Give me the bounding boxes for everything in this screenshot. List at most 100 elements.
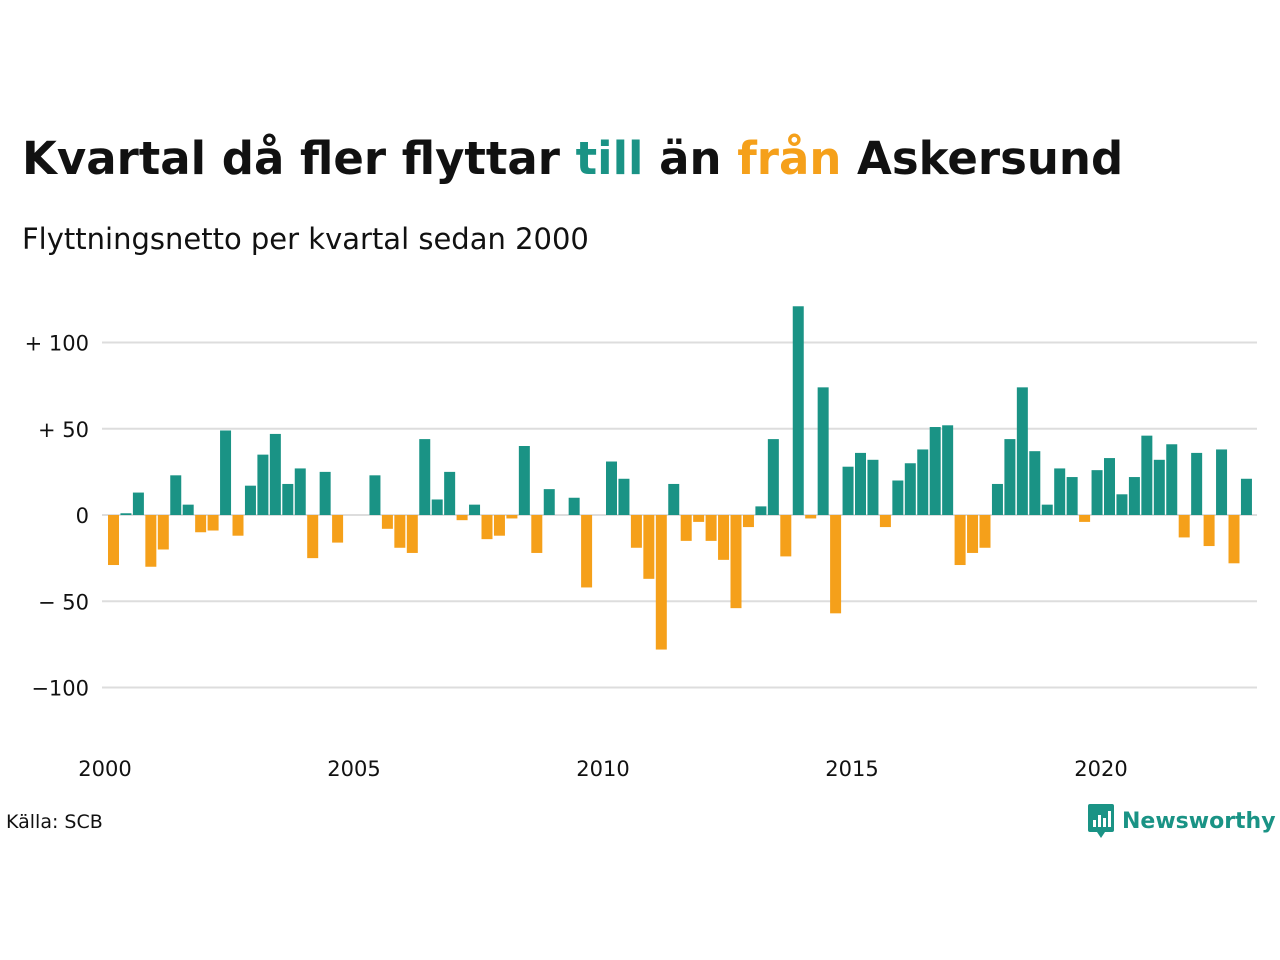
bar — [170, 475, 182, 515]
bar — [1228, 515, 1240, 564]
bar — [431, 499, 443, 516]
chart-title: Kvartal då fler flyttar till än från Ask… — [22, 132, 1123, 185]
bar — [282, 483, 294, 515]
bar — [1016, 387, 1028, 515]
bar — [1004, 439, 1016, 515]
bar — [855, 452, 866, 515]
bar — [394, 515, 406, 548]
bar — [979, 515, 991, 548]
bar — [1153, 459, 1165, 515]
bar — [120, 513, 132, 515]
bar — [842, 466, 854, 515]
bar — [929, 427, 941, 515]
bar — [543, 489, 555, 516]
bar — [518, 446, 530, 515]
bar — [1216, 449, 1228, 515]
bar — [232, 515, 244, 536]
bar — [1203, 515, 1215, 547]
brand-name: Newsworthy — [1122, 808, 1276, 834]
y-tick-label: + 50 — [38, 418, 89, 442]
bar — [1141, 435, 1153, 515]
bar — [1029, 451, 1041, 516]
bar — [493, 515, 505, 536]
bar — [419, 439, 431, 515]
newsworthy-logo-icon — [1088, 804, 1114, 838]
title-part-2: än — [643, 132, 738, 185]
bar — [630, 515, 642, 548]
y-tick-label: − 50 — [38, 590, 89, 614]
bar — [1191, 452, 1203, 515]
bar — [1128, 477, 1140, 515]
bar-chart: + 100 + 50 0 − 50 −100 2000 2005 2010 2015 2020 — [25, 306, 1257, 781]
bar — [269, 433, 281, 516]
bar — [220, 430, 232, 516]
title-part-1: Kvartal då fler flyttar — [22, 132, 576, 185]
bar — [718, 515, 730, 560]
x-tick-label: 2010 — [576, 757, 629, 781]
bar — [606, 461, 617, 515]
title-part-3: Askersund — [841, 132, 1124, 185]
bar — [469, 504, 481, 515]
bar — [1054, 468, 1066, 516]
bars — [108, 306, 1252, 650]
bar — [207, 515, 219, 531]
x-tick-label: 2000 — [78, 757, 131, 781]
bar — [618, 478, 630, 515]
bar — [954, 515, 966, 566]
bar — [132, 492, 144, 515]
x-tick-label: 2015 — [825, 757, 878, 781]
bar — [381, 515, 393, 529]
bar — [481, 515, 493, 540]
bar — [332, 515, 344, 543]
bar — [1240, 478, 1252, 515]
bar — [108, 515, 119, 566]
bar — [867, 459, 879, 515]
bar — [705, 515, 717, 541]
bar — [444, 471, 456, 516]
bar — [942, 425, 954, 515]
y-axis-ticks: + 100 + 50 0 − 50 −100 — [25, 332, 89, 701]
bar — [1166, 444, 1178, 515]
bar — [917, 449, 929, 515]
bar — [294, 468, 306, 516]
source-note: Källa: SCB — [6, 811, 103, 833]
bar — [1116, 494, 1128, 515]
y-tick-label: −100 — [31, 677, 89, 701]
bar — [693, 515, 705, 522]
bar — [182, 504, 194, 515]
brand-logo[interactable]: Newsworthy — [1088, 803, 1276, 839]
bar — [1091, 470, 1103, 515]
bar — [755, 506, 767, 516]
bar — [1079, 515, 1091, 522]
bar — [568, 497, 580, 515]
bar — [967, 515, 979, 553]
bar — [1041, 504, 1053, 515]
bar — [680, 515, 692, 541]
bar — [145, 515, 157, 567]
bar — [892, 480, 904, 515]
bar — [581, 515, 593, 588]
title-highlight-from: från — [737, 132, 842, 185]
y-tick-label: + 100 — [25, 332, 89, 356]
x-tick-label: 2005 — [327, 757, 380, 781]
bar — [879, 515, 891, 528]
bar — [668, 483, 680, 515]
y-tick-label: 0 — [76, 504, 89, 528]
x-tick-label: 2020 — [1074, 757, 1127, 781]
bar — [805, 515, 817, 519]
bar — [319, 471, 331, 516]
bar — [830, 515, 842, 614]
x-axis-ticks: 2000 2005 2010 2015 2020 — [78, 757, 1127, 781]
title-highlight-to: till — [575, 132, 644, 185]
bar — [742, 515, 754, 528]
bar — [406, 515, 418, 553]
bar — [780, 515, 792, 557]
bar — [767, 439, 779, 515]
bar — [307, 515, 319, 559]
bar — [817, 387, 829, 515]
bar — [904, 463, 916, 515]
bar — [792, 306, 804, 515]
bar — [730, 515, 742, 609]
bar — [643, 515, 655, 579]
bar — [655, 515, 667, 650]
